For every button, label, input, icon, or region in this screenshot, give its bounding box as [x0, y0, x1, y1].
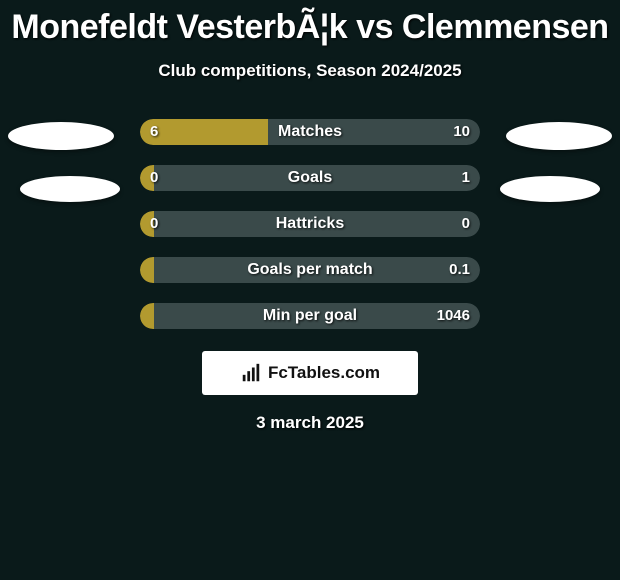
- date-label: 3 march 2025: [0, 413, 620, 433]
- stat-bar: [140, 119, 480, 145]
- stat-bar-right: [154, 165, 480, 191]
- stat-value-right: 1: [462, 165, 470, 191]
- stat-value-right: 0.1: [449, 257, 470, 283]
- stat-bar: [140, 303, 480, 329]
- stat-value-right: 1046: [437, 303, 470, 329]
- stat-bar-right: [268, 119, 481, 145]
- stat-bar-left: [140, 257, 154, 283]
- stat-bar-right: [154, 257, 480, 283]
- stat-bar-right: [154, 303, 480, 329]
- bar-chart-icon: [240, 362, 262, 384]
- stat-value-right: 10: [453, 119, 470, 145]
- stat-row: Hattricks00: [0, 201, 620, 247]
- stat-value-left: 0: [150, 211, 158, 237]
- brand-box[interactable]: FcTables.com: [202, 351, 418, 395]
- stat-bar-left: [140, 119, 268, 145]
- stat-bar: [140, 211, 480, 237]
- stat-bar-left: [140, 303, 154, 329]
- player-ellipse: [8, 122, 114, 150]
- stat-row: Goals per match0.1: [0, 247, 620, 293]
- stat-bar: [140, 165, 480, 191]
- player-ellipse: [500, 176, 600, 202]
- player-ellipse: [506, 122, 612, 150]
- brand-name: FcTables.com: [268, 363, 380, 383]
- stat-bar: [140, 257, 480, 283]
- stat-row: Min per goal1046: [0, 293, 620, 339]
- stat-value-right: 0: [462, 211, 470, 237]
- subtitle: Club competitions, Season 2024/2025: [0, 61, 620, 81]
- stat-value-left: 6: [150, 119, 158, 145]
- stat-value-left: 0: [150, 165, 158, 191]
- page-title: Monefeldt VesterbÃ¦k vs Clemmensen: [0, 0, 620, 47]
- player-ellipse: [20, 176, 120, 202]
- stat-bar-right: [154, 211, 480, 237]
